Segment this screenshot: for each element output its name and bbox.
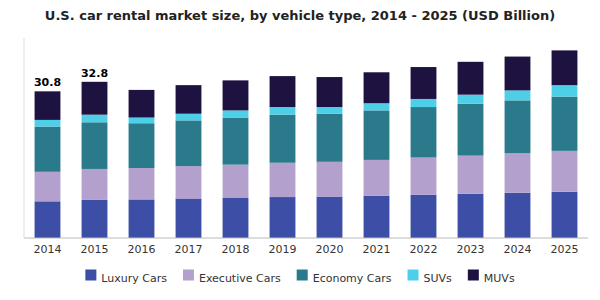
legend-swatch bbox=[468, 270, 479, 281]
bar-segment bbox=[270, 115, 296, 163]
bar-segment bbox=[270, 107, 296, 115]
bar-segment bbox=[552, 192, 578, 238]
bar-segment bbox=[35, 172, 61, 202]
bar-segment bbox=[223, 198, 249, 238]
bar-segment bbox=[223, 110, 249, 117]
x-tick-label: 2024 bbox=[504, 243, 532, 256]
x-tick-label: 2019 bbox=[269, 243, 297, 256]
bar-segment bbox=[270, 197, 296, 238]
x-tick-label: 2021 bbox=[363, 243, 391, 256]
legend-swatch bbox=[297, 270, 308, 281]
bar-segment bbox=[458, 194, 484, 238]
bar-segment bbox=[317, 107, 343, 114]
annotation: 32.8 bbox=[81, 67, 108, 80]
bar-segment bbox=[364, 196, 390, 238]
bar-segment bbox=[223, 80, 249, 110]
bars bbox=[35, 50, 578, 238]
bar-segment bbox=[505, 193, 531, 238]
bar-segment bbox=[552, 97, 578, 151]
bar-segment bbox=[505, 153, 531, 193]
title: U.S. car rental market size, by vehicle … bbox=[45, 8, 555, 23]
bar-segment bbox=[411, 67, 437, 99]
legend-label: MUVs bbox=[484, 272, 515, 285]
bar-segment bbox=[176, 120, 202, 166]
bar-segment bbox=[35, 127, 61, 172]
legend-swatch bbox=[183, 270, 194, 281]
bar-segment bbox=[505, 90, 531, 100]
bar-segment bbox=[223, 118, 249, 165]
bar-segment bbox=[552, 151, 578, 192]
x-tick-label: 2015 bbox=[81, 243, 109, 256]
legend-label: Luxury Cars bbox=[101, 272, 167, 285]
bar-segment bbox=[317, 114, 343, 162]
bar-segment bbox=[458, 104, 484, 156]
bar-segment bbox=[458, 156, 484, 194]
annotation: 30.8 bbox=[34, 76, 61, 89]
bar-segment bbox=[129, 118, 155, 124]
bar-segment bbox=[82, 82, 108, 115]
bar-segment bbox=[82, 122, 108, 169]
bar-segment bbox=[552, 50, 578, 85]
bar-segment bbox=[411, 195, 437, 238]
bar-segment bbox=[129, 90, 155, 118]
x-tick-label: 2017 bbox=[175, 243, 203, 256]
bar-segment bbox=[129, 168, 155, 199]
bar-segment bbox=[176, 114, 202, 121]
bar-segment bbox=[411, 107, 437, 157]
bar-segment bbox=[317, 162, 343, 197]
y-axis-line bbox=[24, 38, 25, 238]
bar-segment bbox=[176, 166, 202, 198]
bar-segment bbox=[364, 72, 390, 103]
bar-segment bbox=[82, 169, 108, 200]
bar-segment bbox=[505, 100, 531, 153]
x-tick-label: 2018 bbox=[222, 243, 250, 256]
x-tick-label: 2025 bbox=[551, 243, 579, 256]
bar-segment bbox=[364, 110, 390, 160]
legend-label: SUVs bbox=[424, 272, 453, 285]
bar-segment bbox=[505, 57, 531, 91]
bar-segment bbox=[129, 199, 155, 238]
bar-segment bbox=[317, 197, 343, 238]
bar-segment bbox=[458, 95, 484, 104]
bar-segment bbox=[364, 103, 390, 110]
bar-segment bbox=[176, 85, 202, 114]
bar-segment bbox=[317, 77, 343, 107]
bar-segment bbox=[35, 91, 61, 120]
bar-segment bbox=[458, 62, 484, 95]
legend: Luxury Cars Executive Cars Economy Cars SUV… bbox=[85, 270, 515, 286]
legend-label: Economy Cars bbox=[313, 272, 392, 285]
bar-segment bbox=[82, 115, 108, 123]
chart: U.S. car rental market size, by vehicle … bbox=[0, 0, 600, 300]
x-tick-label: 2020 bbox=[316, 243, 344, 256]
bar-segment bbox=[35, 201, 61, 238]
bar-segment bbox=[552, 85, 578, 96]
x-tick-label: 2016 bbox=[128, 243, 156, 256]
bar-segment bbox=[270, 76, 296, 107]
legend-swatch bbox=[85, 270, 96, 281]
x-tick-label: 2023 bbox=[457, 243, 485, 256]
bar-segment bbox=[129, 123, 155, 168]
bar-segment bbox=[411, 99, 437, 107]
x-tick-label: 2014 bbox=[34, 243, 62, 256]
legend-label: Executive Cars bbox=[199, 272, 281, 285]
bar-segment bbox=[411, 158, 437, 195]
bar-segment bbox=[270, 163, 296, 197]
bar-segment bbox=[35, 120, 61, 127]
legend-swatch bbox=[408, 270, 419, 281]
x-axis-line bbox=[24, 238, 588, 239]
bar-segment bbox=[82, 200, 108, 238]
bar-segment bbox=[176, 198, 202, 238]
bar-segment bbox=[364, 160, 390, 196]
x-tick-label: 2022 bbox=[410, 243, 438, 256]
bar-segment bbox=[223, 165, 249, 198]
